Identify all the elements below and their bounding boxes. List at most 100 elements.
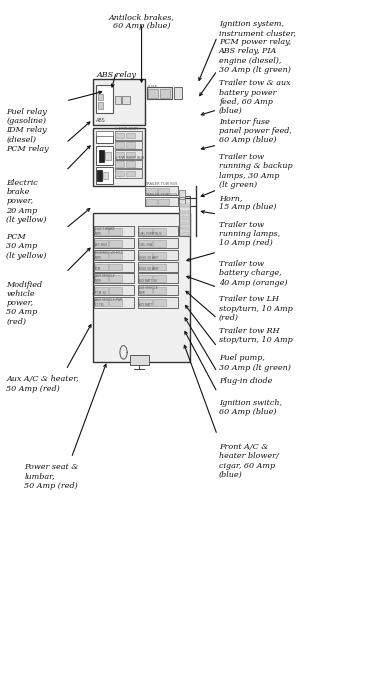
Text: A/C BUS: A/C BUS — [95, 243, 107, 247]
Bar — [109, 240, 123, 247]
Text: Power seat &
lumbar,
50 Amp (red): Power seat & lumbar, 50 Amp (red) — [25, 464, 79, 490]
Bar — [102, 172, 108, 179]
Bar — [109, 252, 123, 259]
Text: TRAILER TOW BUS: TRAILER TOW BUS — [145, 193, 178, 197]
Bar — [153, 228, 166, 235]
Text: TRAILER TOW BUS: TRAILER TOW BUS — [145, 182, 178, 186]
Bar — [174, 87, 182, 99]
Text: BUSS 30 AMP: BUSS 30 AMP — [138, 255, 158, 260]
Text: Plug-in diode: Plug-in diode — [219, 378, 272, 385]
Bar — [95, 288, 108, 294]
Text: Fuel relay
(gasoline)
IDM relay
(diesel): Fuel relay (gasoline) IDM relay (diesel) — [6, 108, 47, 143]
Bar — [97, 170, 101, 181]
Bar — [115, 160, 142, 168]
Text: PCM 30: PCM 30 — [95, 291, 106, 295]
Bar — [147, 87, 172, 99]
Bar — [95, 300, 108, 306]
Bar — [153, 240, 166, 247]
Bar — [139, 240, 152, 247]
Text: AUX VEHICLE PWR
LT YEL: AUX VEHICLE PWR LT YEL — [95, 298, 122, 307]
Bar — [179, 190, 185, 197]
Bar — [94, 298, 134, 307]
Bar — [153, 264, 166, 270]
Bar — [138, 226, 178, 236]
Bar — [138, 273, 178, 283]
Bar — [145, 197, 178, 206]
Bar — [115, 171, 124, 176]
Text: PCM: PCM — [95, 267, 101, 271]
Bar — [98, 94, 103, 100]
Bar — [138, 298, 178, 307]
Bar — [95, 240, 108, 247]
Text: AUX BATT 30: AUX BATT 30 — [138, 279, 157, 283]
Bar — [180, 217, 190, 219]
Bar — [126, 152, 135, 157]
Bar — [115, 96, 121, 104]
Bar — [139, 228, 152, 235]
Bar — [126, 133, 135, 138]
Bar — [115, 133, 124, 138]
Text: AUX VEHICLE
PWR: AUX VEHICLE PWR — [95, 274, 114, 283]
Bar — [109, 288, 123, 294]
Bar — [126, 171, 135, 176]
Bar — [95, 275, 108, 282]
Bar — [115, 150, 142, 158]
Text: Modified
vehicle
power,
50 Amp
(red): Modified vehicle power, 50 Amp (red) — [6, 281, 42, 325]
Bar — [98, 102, 103, 109]
Bar — [130, 355, 149, 365]
Bar — [94, 262, 134, 272]
Bar — [138, 285, 178, 296]
Bar — [158, 189, 169, 194]
Bar — [94, 250, 134, 260]
Text: Trailer tow LH
stop/turn, 10 Amp
(red): Trailer tow LH stop/turn, 10 Amp (red) — [219, 296, 293, 322]
Text: Antilock brakes,
60 Amp (blue): Antilock brakes, 60 Amp (blue) — [109, 13, 175, 30]
Bar — [94, 226, 134, 236]
Bar — [115, 152, 124, 157]
Text: Aux A/C & heater,
50 Amp (red): Aux A/C & heater, 50 Amp (red) — [6, 376, 79, 393]
Bar — [115, 142, 124, 148]
Bar — [94, 238, 134, 248]
Bar — [158, 199, 169, 205]
Bar — [115, 161, 124, 167]
Bar — [138, 250, 178, 260]
Bar — [115, 132, 142, 139]
Bar — [115, 169, 142, 178]
Text: ELECT BRAKE
PWR: ELECT BRAKE PWR — [95, 227, 115, 236]
Bar — [146, 189, 157, 194]
Text: 1 T/W BODY BUS: 1 T/W BODY BUS — [115, 156, 144, 160]
Bar — [96, 135, 113, 143]
Text: BUSS 50 AMP: BUSS 50 AMP — [138, 267, 159, 271]
Bar — [139, 264, 152, 270]
Bar — [179, 199, 185, 206]
Bar — [126, 142, 135, 148]
Bar — [179, 196, 190, 236]
Bar — [139, 252, 152, 259]
Bar — [138, 238, 178, 248]
Text: Front A/C &
heater blower/
cigar, 60 Amp
(blue): Front A/C & heater blower/ cigar, 60 Amp… — [219, 443, 279, 479]
Bar — [96, 85, 113, 113]
Text: Ignition switch,
60 Amp (blue): Ignition switch, 60 Amp (blue) — [219, 399, 282, 416]
Text: Trailer tow RH
stop/turn, 10 Amp: Trailer tow RH stop/turn, 10 Amp — [219, 327, 293, 344]
Bar — [96, 167, 113, 184]
Bar — [180, 227, 190, 230]
Bar — [100, 150, 104, 162]
Bar — [93, 79, 145, 125]
Text: 1 1T/W BODY: 1 1T/W BODY — [115, 128, 138, 132]
Bar — [93, 213, 190, 362]
Bar — [109, 228, 123, 235]
Bar — [180, 204, 190, 208]
Bar — [153, 252, 166, 259]
Bar — [146, 199, 157, 205]
Bar — [153, 275, 166, 282]
Text: FUEL PUMP BUS: FUEL PUMP BUS — [138, 232, 162, 236]
Text: Trailer tow
battery charge,
40 Amp (orange): Trailer tow battery charge, 40 Amp (oran… — [219, 260, 288, 287]
Text: Trailer tow
running lamps,
10 Amp (red): Trailer tow running lamps, 10 Amp (red) — [219, 221, 280, 247]
Bar — [180, 211, 190, 214]
Bar — [96, 146, 113, 165]
Bar — [109, 300, 123, 306]
Text: Fuel pump,
30 Amp (lt green): Fuel pump, 30 Amp (lt green) — [219, 354, 291, 372]
Bar — [94, 285, 134, 296]
Bar — [180, 232, 190, 236]
Bar — [109, 275, 123, 282]
Text: Interior fuse
panel power feed,
60 Amp (blue): Interior fuse panel power feed, 60 Amp (… — [219, 118, 292, 144]
